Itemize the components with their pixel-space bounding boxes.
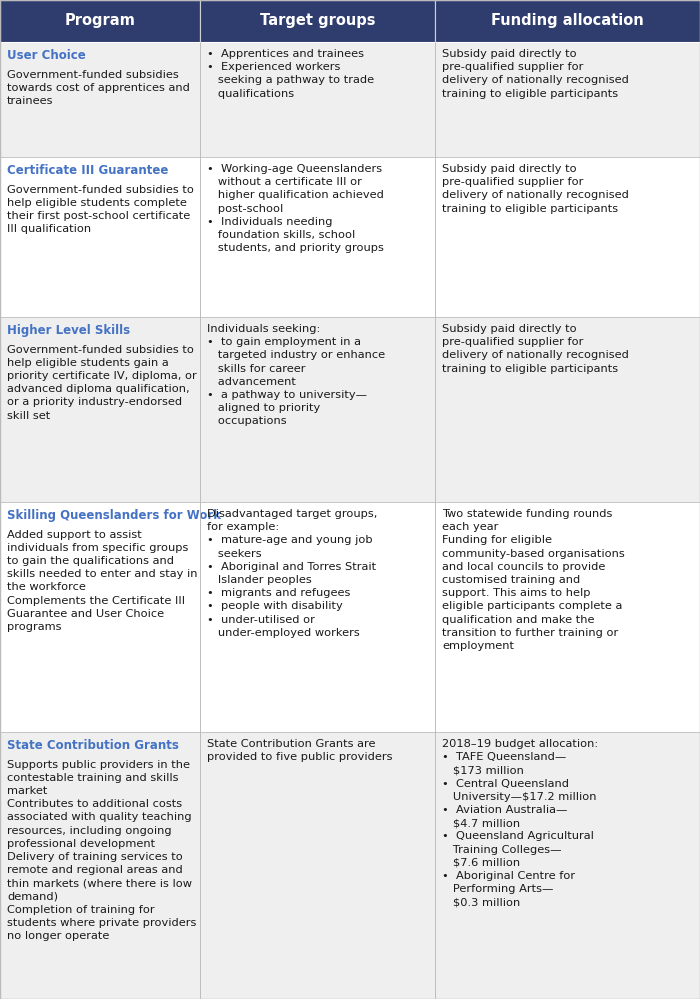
Bar: [0, 732, 200, 999]
Text: 2018–19 budget allocation:
•  TAFE Queensland—
   $173 million
•  Central Queens: 2018–19 budget allocation: • TAFE Queens…: [442, 739, 598, 907]
Text: Funding allocation: Funding allocation: [491, 14, 644, 29]
Text: State Contribution Grants are
provided to five public providers: State Contribution Grants are provided t…: [207, 739, 393, 762]
Bar: [200, 502, 435, 732]
Text: Higher Level Skills: Higher Level Skills: [7, 324, 130, 337]
Bar: [435, 157, 700, 317]
Bar: [435, 732, 700, 999]
Text: Disadvantaged target groups,
for example:
•  mature-age and young job
   seekers: Disadvantaged target groups, for example…: [207, 509, 377, 637]
Text: •  Apprentices and trainees
•  Experienced workers
   seeking a pathway to trade: • Apprentices and trainees • Experienced…: [207, 49, 374, 99]
Bar: [0, 0, 200, 42]
Bar: [435, 502, 700, 732]
Bar: [0, 317, 200, 502]
Bar: [200, 42, 435, 157]
Text: Subsidy paid directly to
pre-qualified supplier for
delivery of nationally recog: Subsidy paid directly to pre-qualified s…: [442, 324, 629, 374]
Bar: [0, 42, 200, 157]
Text: Subsidy paid directly to
pre-qualified supplier for
delivery of nationally recog: Subsidy paid directly to pre-qualified s…: [442, 49, 629, 99]
Text: Program: Program: [64, 14, 135, 29]
Bar: [200, 0, 435, 42]
Bar: [200, 157, 435, 317]
Bar: [200, 317, 435, 502]
Text: Government-funded subsidies to
help eligible students complete
their first post-: Government-funded subsidies to help elig…: [7, 185, 194, 234]
Text: Skilling Queenslanders for Work: Skilling Queenslanders for Work: [7, 509, 221, 522]
Bar: [435, 42, 700, 157]
Text: Supports public providers in the
contestable training and skills
market
Contribu: Supports public providers in the contest…: [7, 759, 197, 941]
Text: Two statewide funding rounds
each year
Funding for eligible
community-based orga: Two statewide funding rounds each year F…: [442, 509, 624, 651]
Text: Government-funded subsidies
towards cost of apprentices and
trainees: Government-funded subsidies towards cost…: [7, 70, 190, 106]
Bar: [200, 732, 435, 999]
Text: Subsidy paid directly to
pre-qualified supplier for
delivery of nationally recog: Subsidy paid directly to pre-qualified s…: [442, 164, 629, 214]
Bar: [435, 317, 700, 502]
Text: Target groups: Target groups: [260, 14, 375, 29]
Text: •  Working-age Queenslanders
   without a certificate III or
   higher qualifica: • Working-age Queenslanders without a ce…: [207, 164, 384, 253]
Text: Certificate III Guarantee: Certificate III Guarantee: [7, 164, 169, 177]
Text: State Contribution Grants: State Contribution Grants: [7, 739, 179, 752]
Text: User Choice: User Choice: [7, 49, 85, 62]
Text: Added support to assist
individuals from specific groups
to gain the qualificati: Added support to assist individuals from…: [7, 529, 197, 632]
Bar: [435, 0, 700, 42]
Text: Individuals seeking:
•  to gain employment in a
   targeted industry or enhance
: Individuals seeking: • to gain employmen…: [207, 324, 385, 427]
Bar: [0, 502, 200, 732]
Text: Government-funded subsidies to
help eligible students gain a
priority certificat: Government-funded subsidies to help elig…: [7, 345, 197, 421]
Bar: [0, 157, 200, 317]
